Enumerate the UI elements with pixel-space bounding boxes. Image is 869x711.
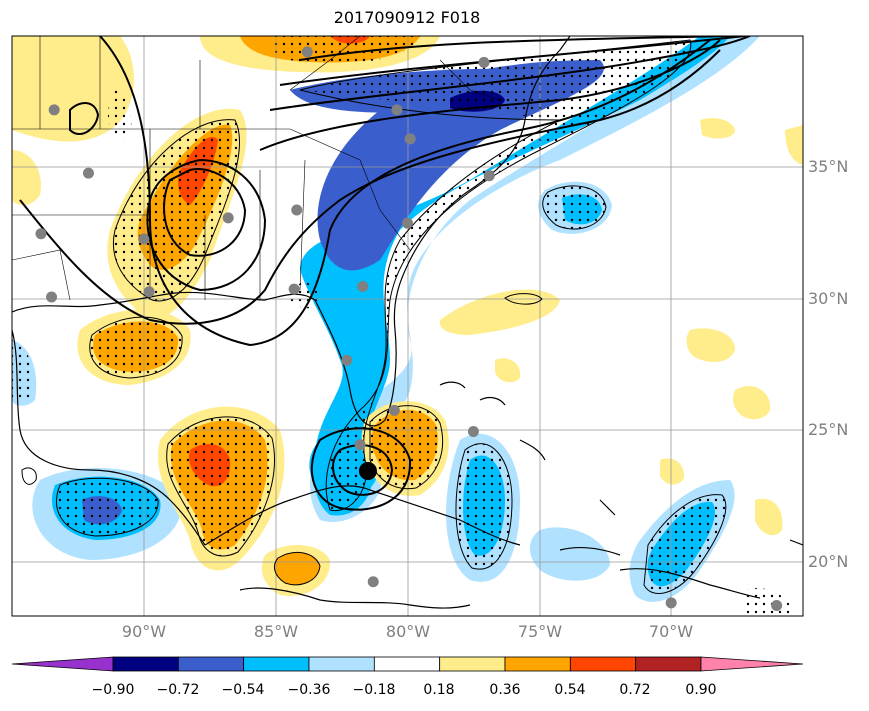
- station-dot: [367, 576, 379, 588]
- positive-atlantic-1: [439, 289, 560, 335]
- station-dot: [341, 354, 353, 366]
- station-dot: [467, 425, 479, 437]
- significance-stippling: [12, 36, 790, 616]
- contour-lines: [19, 36, 751, 511]
- positive-atlantic-4: [700, 118, 735, 139]
- station-dot: [391, 104, 403, 116]
- positive-atlantic-8: [495, 358, 521, 383]
- station-dot: [483, 170, 495, 182]
- colorbar-segment: [373, 656, 441, 672]
- colorbar-tick-label: −0.36: [287, 682, 331, 698]
- station-dot: [404, 133, 416, 145]
- lat-label-35n: 35°N: [808, 157, 849, 176]
- lon-label-70w: 70°W: [648, 622, 694, 641]
- lon-label-85w: 85°W: [253, 622, 299, 641]
- colorbar-tick-label: 0.36: [489, 682, 521, 698]
- station-markers: [35, 46, 783, 611]
- colorbar-segment: [243, 656, 310, 672]
- positive-atlantic-6: [785, 125, 803, 165]
- station-dot: [402, 217, 413, 229]
- positive-west: [12, 36, 134, 142]
- colorbar-tick-label: −0.72: [156, 682, 200, 698]
- map-title: 2017090912 F018: [333, 8, 481, 27]
- positive-west-2: [12, 150, 41, 205]
- colorbar-tick-label: 0.72: [619, 682, 651, 698]
- colorbar-segment: [569, 656, 637, 672]
- station-dot: [291, 204, 303, 216]
- colorbar-tick-label: −0.54: [221, 682, 265, 698]
- map-frame: [11, 35, 804, 617]
- station-dot: [388, 404, 400, 416]
- station-dot: [82, 167, 94, 179]
- positive-atlantic-3: [733, 386, 771, 420]
- colorbar-tick-label: 0.18: [423, 682, 455, 698]
- station-dot: [35, 228, 47, 240]
- colorbar-tick-label: −0.90: [91, 682, 135, 698]
- colorbar-segment: [439, 656, 506, 672]
- positive-atlantic-7: [660, 458, 685, 485]
- station-dot: [301, 46, 313, 58]
- storm-center-dot: [358, 462, 377, 480]
- colorbar-tick-label: 0.54: [554, 682, 586, 698]
- colorbar-segment: [504, 656, 571, 672]
- colorbar-segment: [177, 656, 245, 672]
- positive-atlantic-2: [686, 328, 735, 362]
- station-dot: [478, 56, 490, 68]
- colorbar-tick-label: −0.18: [352, 682, 396, 698]
- graticule: [12, 36, 803, 616]
- station-dot: [138, 233, 150, 245]
- positive-atlantic-5: [755, 498, 783, 536]
- station-dot: [48, 104, 60, 116]
- shaded-fields: [12, 36, 803, 616]
- station-dot: [771, 599, 783, 611]
- station-dot: [357, 280, 369, 292]
- lat-label-30n: 30°N: [808, 289, 849, 308]
- significance-contours: [21, 39, 727, 594]
- positive-south-gulf-2: [274, 552, 320, 585]
- lon-label-90w: 90°W: [121, 622, 167, 641]
- colorbar-segment: [308, 656, 375, 672]
- colorbar: [11, 656, 804, 672]
- colorbar-tick-label: 0.90: [685, 682, 717, 698]
- station-dot: [46, 291, 58, 303]
- lat-label-20n: 20°N: [808, 552, 849, 571]
- colorbar-segment: [635, 656, 702, 672]
- colorbar-segment: [112, 656, 179, 672]
- station-dot: [354, 439, 366, 451]
- colorbar-extend-min: [11, 656, 114, 672]
- storm-center: [358, 462, 377, 480]
- station-dot: [222, 212, 234, 224]
- lon-label-75w: 75°W: [517, 622, 563, 641]
- lat-label-25n: 25°N: [808, 420, 849, 439]
- station-dot: [143, 286, 155, 298]
- negative-caribbean-5: [529, 527, 610, 581]
- lon-label-80w: 80°W: [385, 622, 431, 641]
- station-dot: [665, 597, 677, 609]
- colorbar-extend-max: [700, 656, 804, 672]
- station-dot: [288, 283, 300, 295]
